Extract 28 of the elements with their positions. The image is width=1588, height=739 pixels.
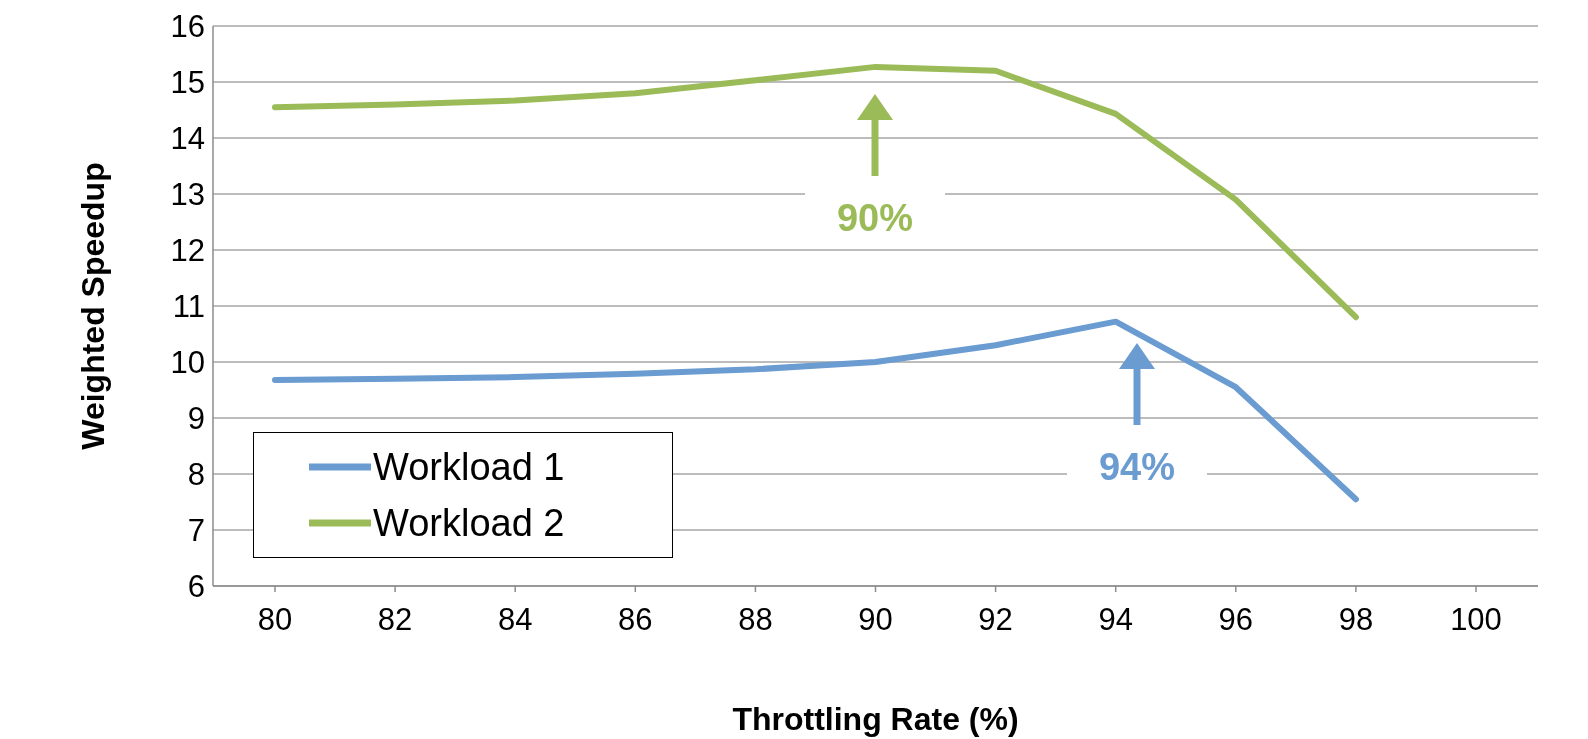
x-tick-label: 84 — [497, 602, 533, 638]
y-tick-label: 14 — [170, 121, 205, 157]
x-tick-label: 82 — [377, 602, 413, 638]
x-tick-label: 92 — [978, 602, 1013, 638]
y-tick-label: 13 — [170, 177, 205, 213]
x-tick-label: 88 — [738, 602, 773, 638]
y-tick-label: 9 — [187, 401, 205, 437]
x-tick-label: 98 — [1338, 602, 1374, 638]
y-tick-label: 15 — [170, 65, 205, 100]
y-tick-label: 8 — [187, 457, 205, 493]
annotation: 94% — [1067, 439, 1207, 495]
x-tick-label: 80 — [257, 602, 293, 638]
y-tick-label: 12 — [170, 233, 205, 269]
annotation: 90% — [805, 190, 945, 246]
y-tick-label: 6 — [187, 569, 205, 605]
x-tick-label: 100 — [1450, 602, 1502, 638]
y-tick-label: 10 — [170, 345, 205, 381]
legend-label: Workload 2 — [373, 501, 565, 546]
y-tick-label: 7 — [187, 513, 205, 549]
y-axis-title: Weighted Speedup — [75, 162, 112, 450]
y-tick-label: 11 — [172, 289, 205, 325]
x-tick-label: 90 — [858, 602, 893, 638]
legend-label: Workload 1 — [373, 445, 565, 490]
x-axis-title: Throttling Rate (%) — [732, 701, 1019, 737]
x-tick-label: 86 — [618, 602, 653, 638]
x-tick-label: 94 — [1098, 602, 1133, 638]
x-tick-label: 96 — [1218, 602, 1254, 638]
y-tick-label: 16 — [170, 9, 205, 45]
